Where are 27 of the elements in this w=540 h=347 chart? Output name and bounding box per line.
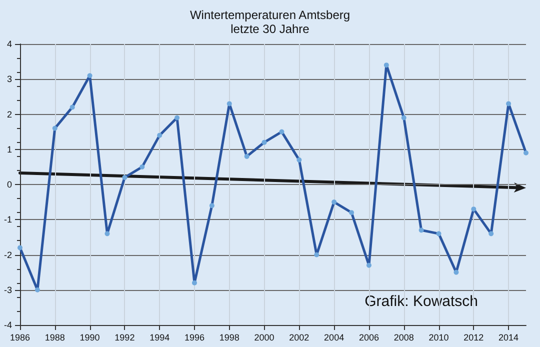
- annotation: Grafik: Kowatsch: [364, 293, 478, 310]
- x-tick-label: 1992: [114, 332, 135, 342]
- x-tick-label: 2006: [358, 332, 379, 342]
- y-tick-label: 1: [6, 144, 12, 154]
- x-tick-label: 2000: [254, 332, 274, 342]
- x-tick-label: 1998: [219, 332, 240, 342]
- x-tick-label: 1986: [10, 332, 30, 342]
- x-tick-label: 2010: [428, 332, 449, 342]
- x-tick-label: 2008: [394, 332, 414, 342]
- y-tick-label: -4: [4, 320, 12, 330]
- y-tick-label: -3: [4, 284, 12, 295]
- x-tick-label: 1988: [44, 332, 65, 342]
- x-tick-label: 2004: [324, 332, 344, 342]
- x-tick-label: 2014: [498, 332, 519, 342]
- chart-subtitle: letzte 30 Jahre: [230, 22, 310, 36]
- chart-title: Wintertemperaturen Amtsberg: [190, 8, 350, 22]
- y-tick-label: 2: [6, 109, 12, 120]
- x-tick-label: 1990: [80, 332, 100, 342]
- y-tick-label: 3: [6, 74, 12, 84]
- x-tick-label: 1996: [184, 332, 204, 342]
- y-tick-label: 0: [6, 180, 12, 190]
- y-tick-label: -1: [4, 214, 12, 225]
- x-tick-label: 1994: [150, 332, 170, 342]
- x-tick-label: 2012: [464, 332, 484, 342]
- y-tick-label: 4: [6, 39, 12, 49]
- x-tick-label: 2002: [289, 332, 310, 342]
- y-tick-label: -2: [4, 250, 12, 260]
